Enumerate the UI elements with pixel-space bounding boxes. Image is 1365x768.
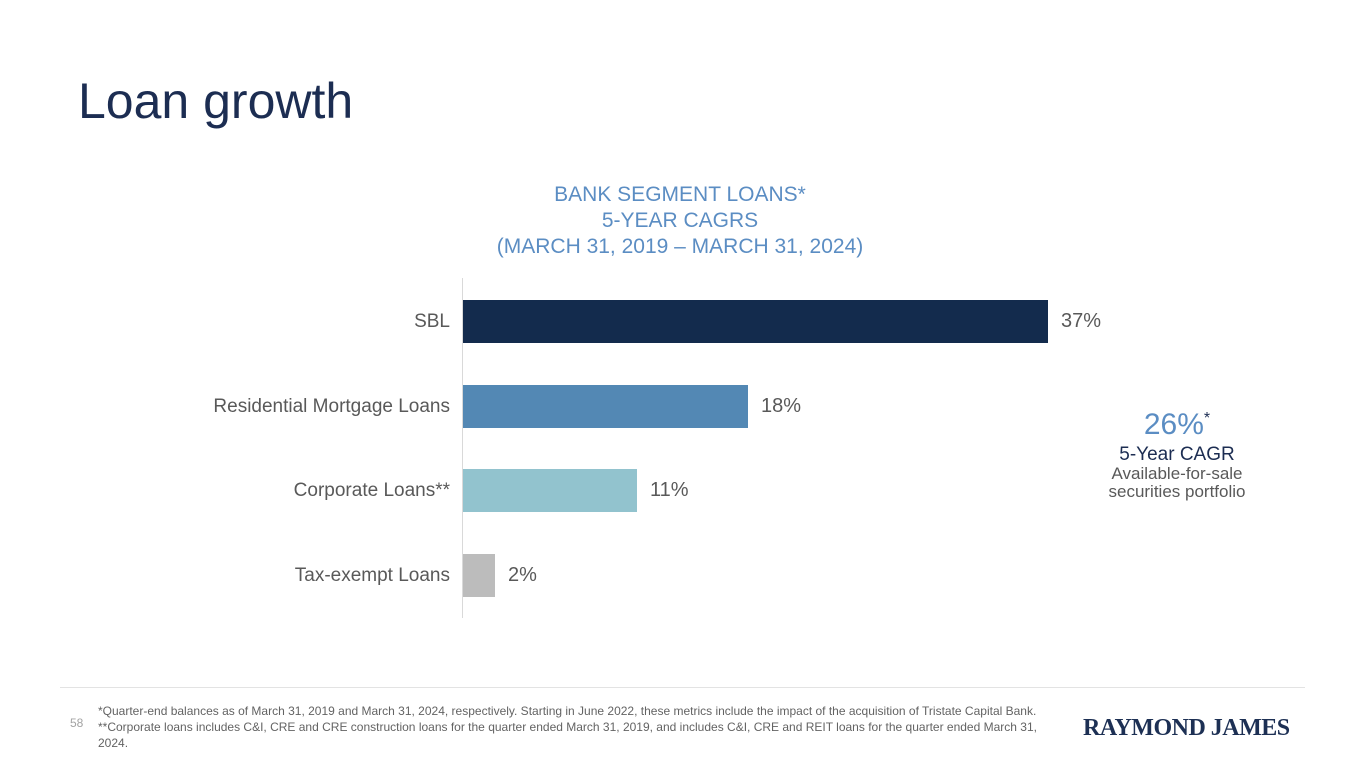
chart-title-line-1: BANK SEGMENT LOANS* <box>554 183 806 206</box>
chart-row-residential-mortgage-loans: Residential Mortgage Loans 18% <box>0 385 1365 428</box>
category-label-sbl: SBL <box>414 311 450 332</box>
cagr-value: 26%* <box>1143 408 1211 441</box>
value-label-residential-mortgage-loans: 18% <box>761 395 802 417</box>
cagr-sub-line-1: Available-for-sale <box>1111 464 1243 483</box>
cagr-sub-line-2: securities portfolio <box>1108 482 1246 501</box>
cagr-annotation: 26%* 5-Year CAGR Available-for-sale secu… <box>1088 408 1266 501</box>
chart-title-line-2: 5-YEAR CAGRS <box>601 209 759 232</box>
value-label-sbl: 37% <box>1061 310 1102 332</box>
cagr-asterisk: * <box>1203 410 1211 427</box>
category-label-residential-mortgage-loans: Residential Mortgage Loans <box>213 396 450 417</box>
bar-residential-mortgage-loans <box>463 385 748 428</box>
value-label-tax-exempt-loans: 2% <box>508 564 537 586</box>
value-label-corporate-loans: 11% <box>650 479 689 501</box>
footer-divider <box>60 687 1305 688</box>
chart-title: BANK SEGMENT LOANS* 5-YEAR CAGRS (MARCH … <box>380 182 980 260</box>
category-label-corporate-loans: Corporate Loans** <box>293 480 450 501</box>
page-number: 58 <box>70 716 84 730</box>
bar-corporate-loans <box>463 469 637 512</box>
chart-row-sbl: SBL 37% <box>0 300 1365 343</box>
chart-title-line-3: (MARCH 31, 2019 – MARCH 31, 2024) <box>496 235 864 258</box>
raymond-james-logo: RAYMOND JAMES <box>1083 715 1290 741</box>
cagr-label: 5-Year CAGR <box>1119 444 1235 465</box>
bar-tax-exempt-loans <box>463 554 495 597</box>
page-title: Loan growth <box>78 73 354 129</box>
bar-sbl <box>463 300 1048 343</box>
chart-axis-line <box>462 278 463 618</box>
footnote-text: *Quarter-end balances as of March 31, 20… <box>98 704 1037 750</box>
category-label-tax-exempt-loans: Tax-exempt Loans <box>294 565 450 586</box>
chart-row-corporate-loans: Corporate Loans** 11% <box>0 469 1365 512</box>
bar-chart: SBL 37% Residential Mortgage Loans 18% Corpo… <box>0 278 1365 618</box>
chart-row-tax-exempt-loans: Tax-exempt Loans 2% <box>0 554 1365 597</box>
